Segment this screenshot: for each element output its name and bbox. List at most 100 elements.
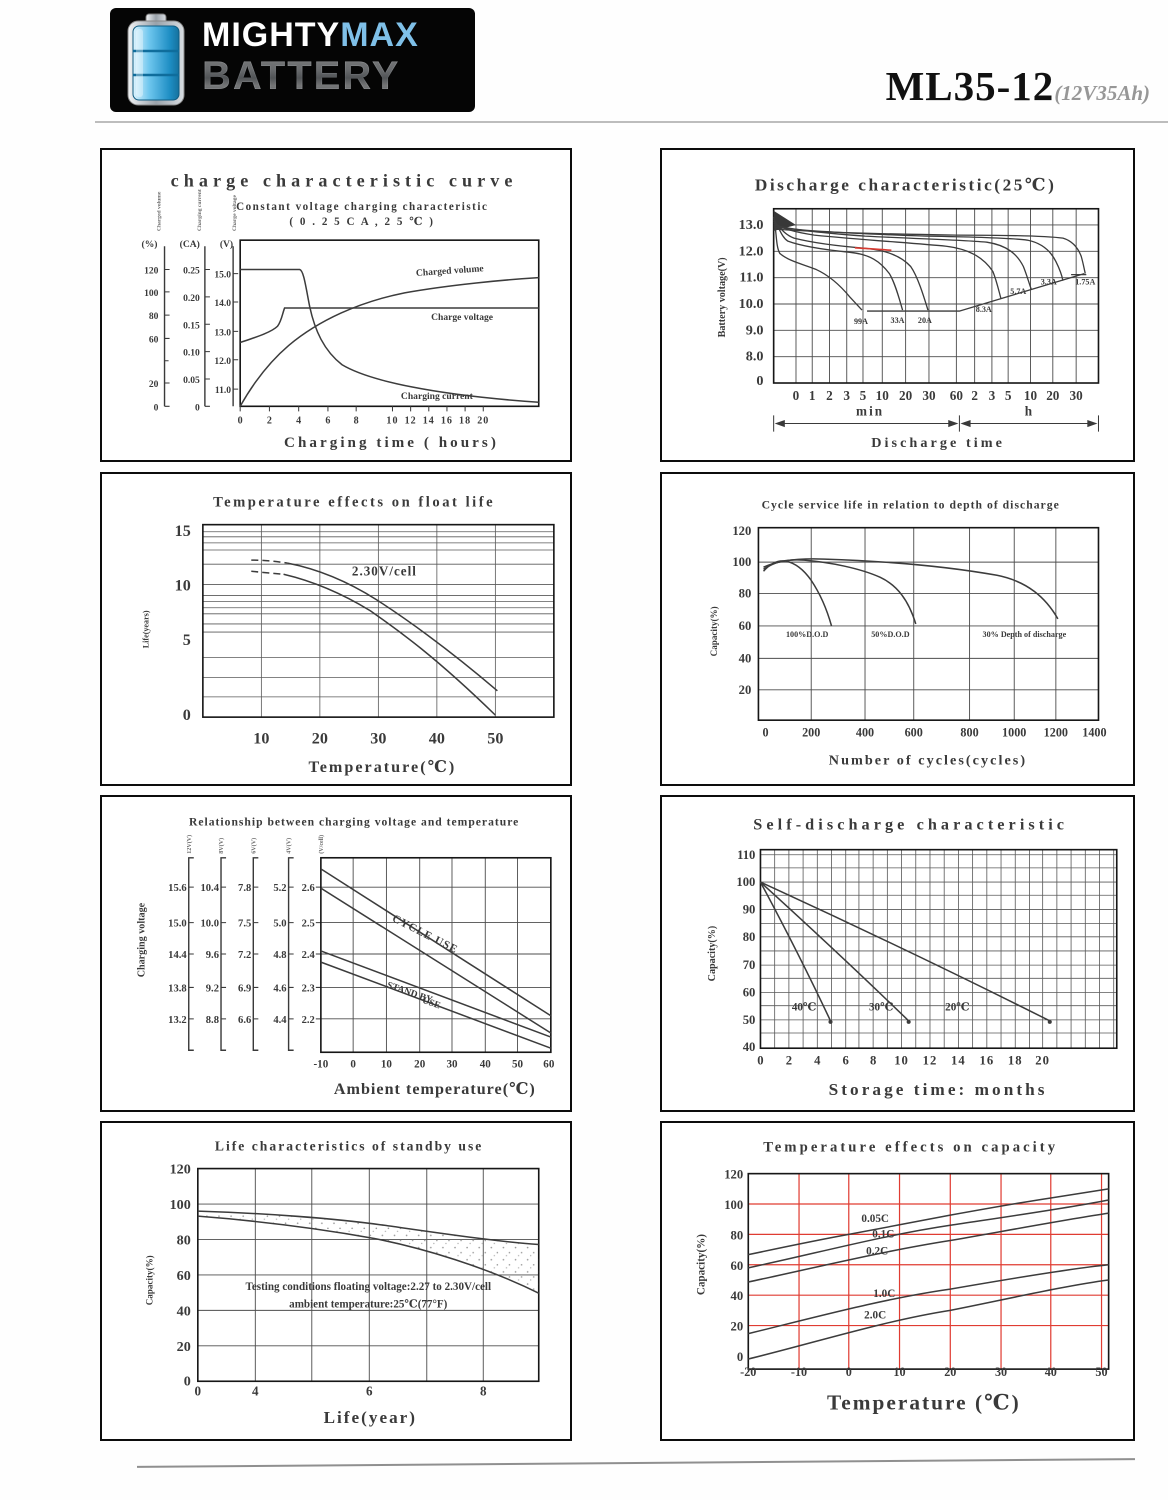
tick: 4.4 — [273, 1015, 287, 1026]
curve-02c — [748, 1212, 1109, 1283]
tick: 2.5 — [302, 919, 315, 930]
tick: 0 — [793, 388, 800, 403]
footer-divider — [137, 1458, 1135, 1468]
tick: 2 — [267, 416, 272, 427]
tick: 12 — [923, 1053, 938, 1067]
tick: 4 — [252, 1383, 259, 1398]
self-discharge-chart: Self-discharge characteristic Capacity(%… — [707, 815, 1118, 1099]
tick: 12.0 — [214, 356, 231, 367]
tick: 13.0 — [739, 217, 764, 233]
band-lower — [197, 1215, 540, 1294]
band-fill — [197, 1211, 539, 1294]
tick: -10 — [791, 1365, 807, 1379]
curves — [773, 210, 1087, 312]
y-tick-labels: 120 100 80 60 40 20 — [732, 524, 751, 697]
curve-005c — [748, 1188, 1109, 1256]
tick: 10 — [1024, 388, 1038, 403]
tick: 40 — [731, 1289, 744, 1303]
tick: 0 — [846, 1365, 852, 1379]
axis-unit: (V) — [220, 239, 233, 250]
tick: 20 — [1046, 388, 1060, 403]
time-unit-spans: min h — [773, 403, 1099, 432]
model-number: ML35-12 — [885, 63, 1055, 109]
tick: 0.05 — [183, 375, 200, 386]
tick: 7.8 — [238, 883, 251, 894]
charged-volume-label: Charged volume — [416, 263, 485, 279]
tick: 30 — [446, 1058, 458, 1070]
tick: 6 — [843, 1053, 849, 1067]
tick: 13.2 — [168, 1015, 187, 1026]
tick: 50 — [1095, 1365, 1107, 1379]
tick: 5 — [183, 632, 191, 649]
axis-unit: (CA) — [180, 239, 200, 250]
tick: 10 — [894, 1053, 909, 1067]
charging-current-curve — [240, 268, 539, 404]
scale-headers: 12V(V) 8V(V) 6V(V) 4V(V) (V/cell) — [186, 835, 325, 854]
tick: 0.15 — [183, 320, 200, 331]
curve-label: 50%D.O.D — [871, 630, 909, 639]
band-upper-dashed — [251, 559, 288, 564]
chart-title: Discharge characteristic(25℃) — [755, 176, 1056, 195]
curve-label: 2.0C — [864, 1309, 886, 1321]
tick: 20 — [731, 1320, 744, 1334]
tick: 0 — [350, 1058, 356, 1070]
tick: 0 — [195, 402, 200, 413]
tick: 40 — [1045, 1365, 1057, 1379]
tick: 0 — [184, 1373, 191, 1389]
gridlines — [758, 527, 1099, 721]
y-axis-title: Capacity(%) — [144, 1255, 154, 1305]
curve-label: 0.05C — [861, 1213, 889, 1225]
logo-word-battery: BATTERY — [202, 56, 419, 96]
scale-header-6v: 6V(V) — [250, 838, 257, 854]
tick: 10 — [381, 1058, 393, 1070]
tick: -10 — [313, 1058, 328, 1070]
curve-20c — [748, 1279, 1109, 1360]
y-tick-labels: 110 100 90 80 70 60 50 40 — [736, 848, 755, 1054]
curves — [320, 868, 552, 1049]
tick: 0.20 — [183, 293, 200, 304]
cycle-use-label: CYCLE USE — [390, 913, 460, 957]
tick: 80 — [743, 930, 756, 944]
voltage-axis: (V) 15.0 14.0 13.0 12.0 11.0 — [214, 239, 239, 407]
tick: 0 — [195, 1383, 202, 1398]
plot-frame — [239, 239, 540, 408]
tick: 40 — [480, 1058, 492, 1070]
x-tick-labels: 10 20 30 40 50 — [253, 730, 503, 747]
tick: 120 — [732, 524, 751, 538]
tick: 2.4 — [302, 950, 316, 961]
tick: 3 — [989, 388, 996, 403]
tick: 100 — [170, 1197, 191, 1213]
tick: 600 — [905, 725, 923, 739]
tick: 4 — [296, 416, 301, 427]
tick: 5 — [1005, 388, 1012, 403]
standby-use-upper — [320, 950, 552, 1038]
charge-voltage-label: Charge voltage — [431, 312, 494, 323]
tick: 30 — [995, 1365, 1007, 1379]
tick: 110 — [737, 848, 755, 862]
tick: 11.0 — [215, 385, 231, 396]
tick: 4.6 — [273, 983, 286, 994]
standby-use-lower — [320, 961, 552, 1049]
tick: 10 — [386, 416, 398, 427]
plot-frame — [320, 856, 552, 1054]
tick: 60 — [543, 1058, 555, 1070]
tick: 100 — [732, 555, 751, 569]
tick: 2.2 — [302, 1015, 315, 1026]
chart-title: Relationship between charging voltage an… — [189, 815, 519, 828]
tick: 0 — [762, 725, 768, 739]
tick: 5.2 — [273, 883, 286, 894]
x-axis-title: Number of cycles(cycles) — [829, 753, 1027, 769]
tick: 15.0 — [214, 270, 231, 281]
tick: 40 — [177, 1303, 191, 1319]
tick: 0.25 — [183, 266, 200, 277]
mightymax-logo: MIGHTYMAX BATTERY — [110, 8, 475, 112]
tick: 20 — [944, 1365, 956, 1379]
tick: 12.0 — [739, 243, 764, 259]
y-axis-title: Battery voltage(V) — [717, 257, 728, 337]
tick: 16 — [441, 416, 453, 427]
tick: 20 — [899, 388, 913, 403]
test-conditions-note2: ambient temperature:25℃(77°F) — [289, 1298, 448, 1310]
cycle-use-lower — [320, 887, 552, 1034]
tick: 2.3 — [302, 983, 315, 994]
tick: 40 — [429, 730, 445, 747]
